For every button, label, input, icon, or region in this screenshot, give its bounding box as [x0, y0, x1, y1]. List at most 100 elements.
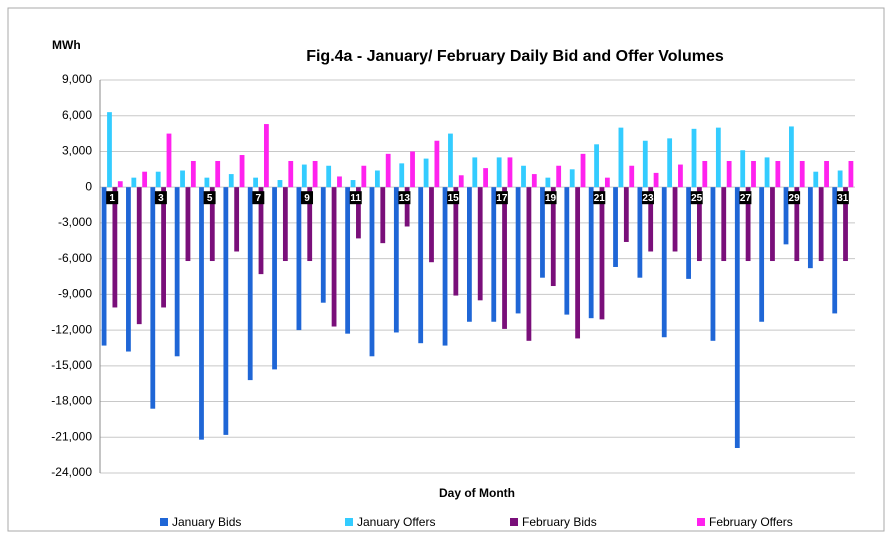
bar [166, 133, 172, 188]
x-tick-label: 1 [109, 193, 115, 204]
bar [136, 187, 142, 325]
bar [613, 187, 618, 267]
bar [672, 187, 678, 252]
bar [832, 187, 838, 314]
bar [209, 187, 215, 262]
bar [442, 187, 448, 346]
bar [277, 180, 283, 188]
bar [580, 153, 586, 188]
y-tick-label: -15,000 [51, 358, 92, 372]
y-tick-label: 9,000 [62, 72, 92, 86]
bar [126, 187, 131, 352]
x-tick-box [301, 191, 314, 205]
bar [550, 187, 556, 287]
x-tick-label: 13 [399, 193, 411, 204]
bar [418, 187, 424, 344]
bar [301, 164, 307, 188]
bar [710, 187, 716, 341]
legend-label: February Offers [709, 515, 793, 529]
bar [807, 187, 813, 269]
bar [320, 187, 326, 303]
x-tick-label: 15 [448, 193, 460, 204]
bar [228, 174, 234, 188]
x-tick-box [106, 191, 119, 205]
bar [369, 187, 375, 357]
bar [759, 187, 765, 322]
x-tick-box [154, 191, 167, 205]
y-tick-label: 6,000 [62, 108, 92, 122]
bar [264, 124, 269, 188]
bar [794, 187, 800, 262]
bar [101, 187, 107, 346]
bar [161, 187, 166, 308]
bar [575, 187, 581, 339]
legend-label: February Bids [522, 515, 597, 529]
bar [131, 177, 137, 188]
bar [569, 169, 575, 188]
x-tick-label: 21 [594, 193, 606, 204]
bar [594, 144, 599, 188]
bar [837, 170, 843, 188]
bar [696, 187, 702, 262]
bar [142, 171, 148, 188]
y-tick-label: -9,000 [58, 287, 92, 301]
x-tick-box [252, 191, 265, 205]
bar [491, 187, 497, 322]
bar [215, 160, 221, 188]
bar [458, 175, 464, 188]
x-tick-box [544, 191, 557, 205]
bar [174, 187, 180, 357]
legend-swatch [510, 518, 518, 526]
bar [380, 187, 386, 244]
bar [434, 140, 440, 188]
bar [282, 187, 288, 262]
bar [691, 128, 697, 188]
bar [253, 177, 259, 188]
legend-label: January Bids [172, 515, 241, 529]
bar [824, 160, 829, 188]
x-tick-label: 17 [496, 193, 508, 204]
bar [726, 160, 732, 188]
x-tick-box [203, 191, 216, 205]
bar [350, 180, 356, 188]
bar [239, 155, 245, 188]
bar [545, 177, 551, 188]
bar [745, 187, 751, 262]
bar [564, 187, 570, 315]
bar [112, 187, 118, 308]
bar [818, 187, 824, 262]
chart-title: Fig.4a - January/ February Daily Bid and… [306, 48, 724, 65]
bar [507, 157, 513, 188]
y-tick-label: -3,000 [58, 215, 92, 229]
bar [770, 187, 775, 262]
y-tick-label: -18,000 [51, 394, 92, 408]
bar [331, 187, 337, 327]
bar [540, 187, 545, 278]
y-tick-label: -24,000 [51, 465, 92, 479]
bar [345, 187, 351, 334]
bar [423, 158, 429, 188]
bar [472, 157, 478, 188]
x-tick-label: 19 [545, 193, 557, 204]
x-tick-box [690, 191, 703, 205]
bar [467, 187, 472, 322]
x-tick-label: 5 [207, 193, 213, 204]
bar [721, 187, 727, 262]
bar [326, 165, 332, 188]
x-tick-box [641, 191, 654, 205]
bar [496, 157, 502, 188]
bar [272, 187, 277, 370]
x-tick-label: 9 [304, 193, 310, 204]
bar [337, 176, 342, 188]
bar [686, 187, 691, 279]
bar [648, 187, 654, 252]
bar [150, 187, 156, 409]
bar [399, 163, 405, 188]
bar [234, 187, 240, 252]
x-tick-box [836, 191, 849, 205]
bar [599, 187, 605, 320]
bar [775, 160, 781, 188]
bar [393, 187, 399, 333]
bar [531, 174, 537, 188]
bar [312, 160, 318, 188]
